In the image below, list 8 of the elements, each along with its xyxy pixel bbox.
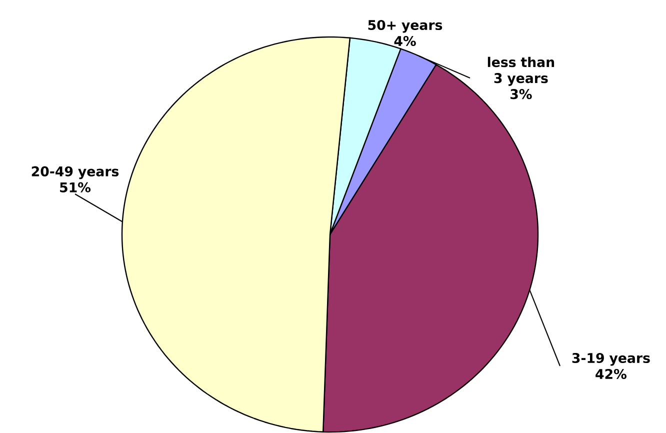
legend-label: less than 3 years [488,56,554,86]
slice-label: 50+ years [368,20,442,33]
data-label: 51% [60,182,91,192]
data-label: 42% [596,368,626,380]
slice-label: 3-19 years [572,352,650,366]
data-label: 3% [510,89,532,100]
data-label: 4% [394,36,416,46]
slice-label: 20-49 years [32,166,119,180]
